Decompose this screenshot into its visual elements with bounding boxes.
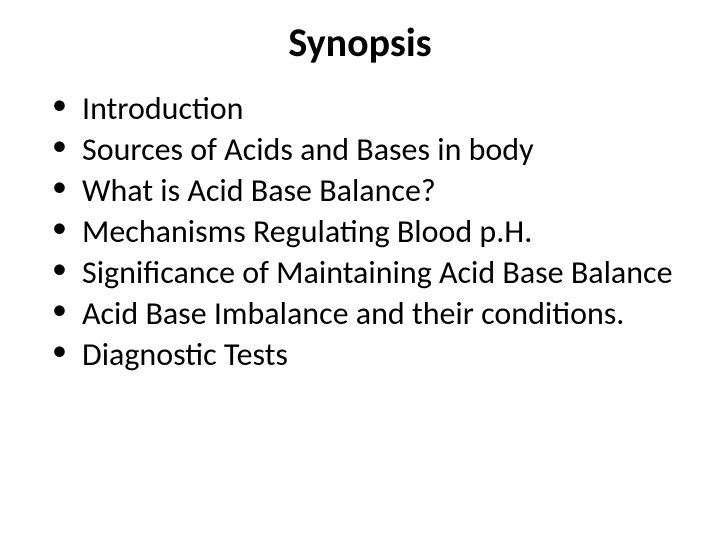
bullet-list: Introduction Sources of Acids and Bases …: [30, 89, 690, 374]
list-item: Acid Base Imbalance and their conditions…: [52, 294, 690, 333]
list-item: Diagnostic Tests: [52, 335, 690, 374]
list-item: Mechanisms Regulating Blood p.H.: [52, 212, 690, 251]
list-item: What is Acid Base Balance?: [52, 171, 690, 210]
list-item: Introduction: [52, 89, 690, 128]
slide-title: Synopsis: [30, 18, 690, 67]
slide-container: Synopsis Introduction Sources of Acids a…: [0, 0, 720, 540]
list-item: Sources of Acids and Bases in body: [52, 130, 690, 169]
list-item: Significance of Maintaining Acid Base Ba…: [52, 253, 690, 292]
